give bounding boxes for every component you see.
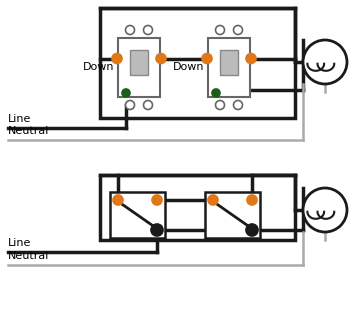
Bar xyxy=(100,8,295,118)
Text: Neutral: Neutral xyxy=(8,126,49,136)
Bar xyxy=(118,38,160,97)
Circle shape xyxy=(216,100,225,109)
Bar xyxy=(208,38,250,97)
Circle shape xyxy=(212,89,220,97)
Circle shape xyxy=(234,100,243,109)
Circle shape xyxy=(216,25,225,34)
Text: Down: Down xyxy=(172,61,204,72)
Circle shape xyxy=(246,54,256,64)
Circle shape xyxy=(234,25,243,34)
Circle shape xyxy=(122,89,130,97)
Circle shape xyxy=(144,25,153,34)
Text: Line: Line xyxy=(8,114,31,124)
Circle shape xyxy=(202,54,212,64)
Text: Down: Down xyxy=(82,61,114,72)
Circle shape xyxy=(126,25,135,34)
Circle shape xyxy=(208,195,218,205)
Bar xyxy=(110,192,165,238)
Bar xyxy=(205,192,260,238)
Text: Neutral: Neutral xyxy=(8,251,49,261)
Circle shape xyxy=(152,195,162,205)
Circle shape xyxy=(246,224,258,236)
Circle shape xyxy=(156,54,166,64)
Circle shape xyxy=(303,188,347,232)
Circle shape xyxy=(151,224,163,236)
Circle shape xyxy=(112,54,122,64)
Bar xyxy=(220,50,238,75)
Circle shape xyxy=(126,100,135,109)
Bar xyxy=(100,175,295,240)
Circle shape xyxy=(247,195,257,205)
Circle shape xyxy=(303,40,347,84)
Text: Line: Line xyxy=(8,238,31,248)
Circle shape xyxy=(144,100,153,109)
Circle shape xyxy=(113,195,123,205)
Bar xyxy=(130,50,148,75)
